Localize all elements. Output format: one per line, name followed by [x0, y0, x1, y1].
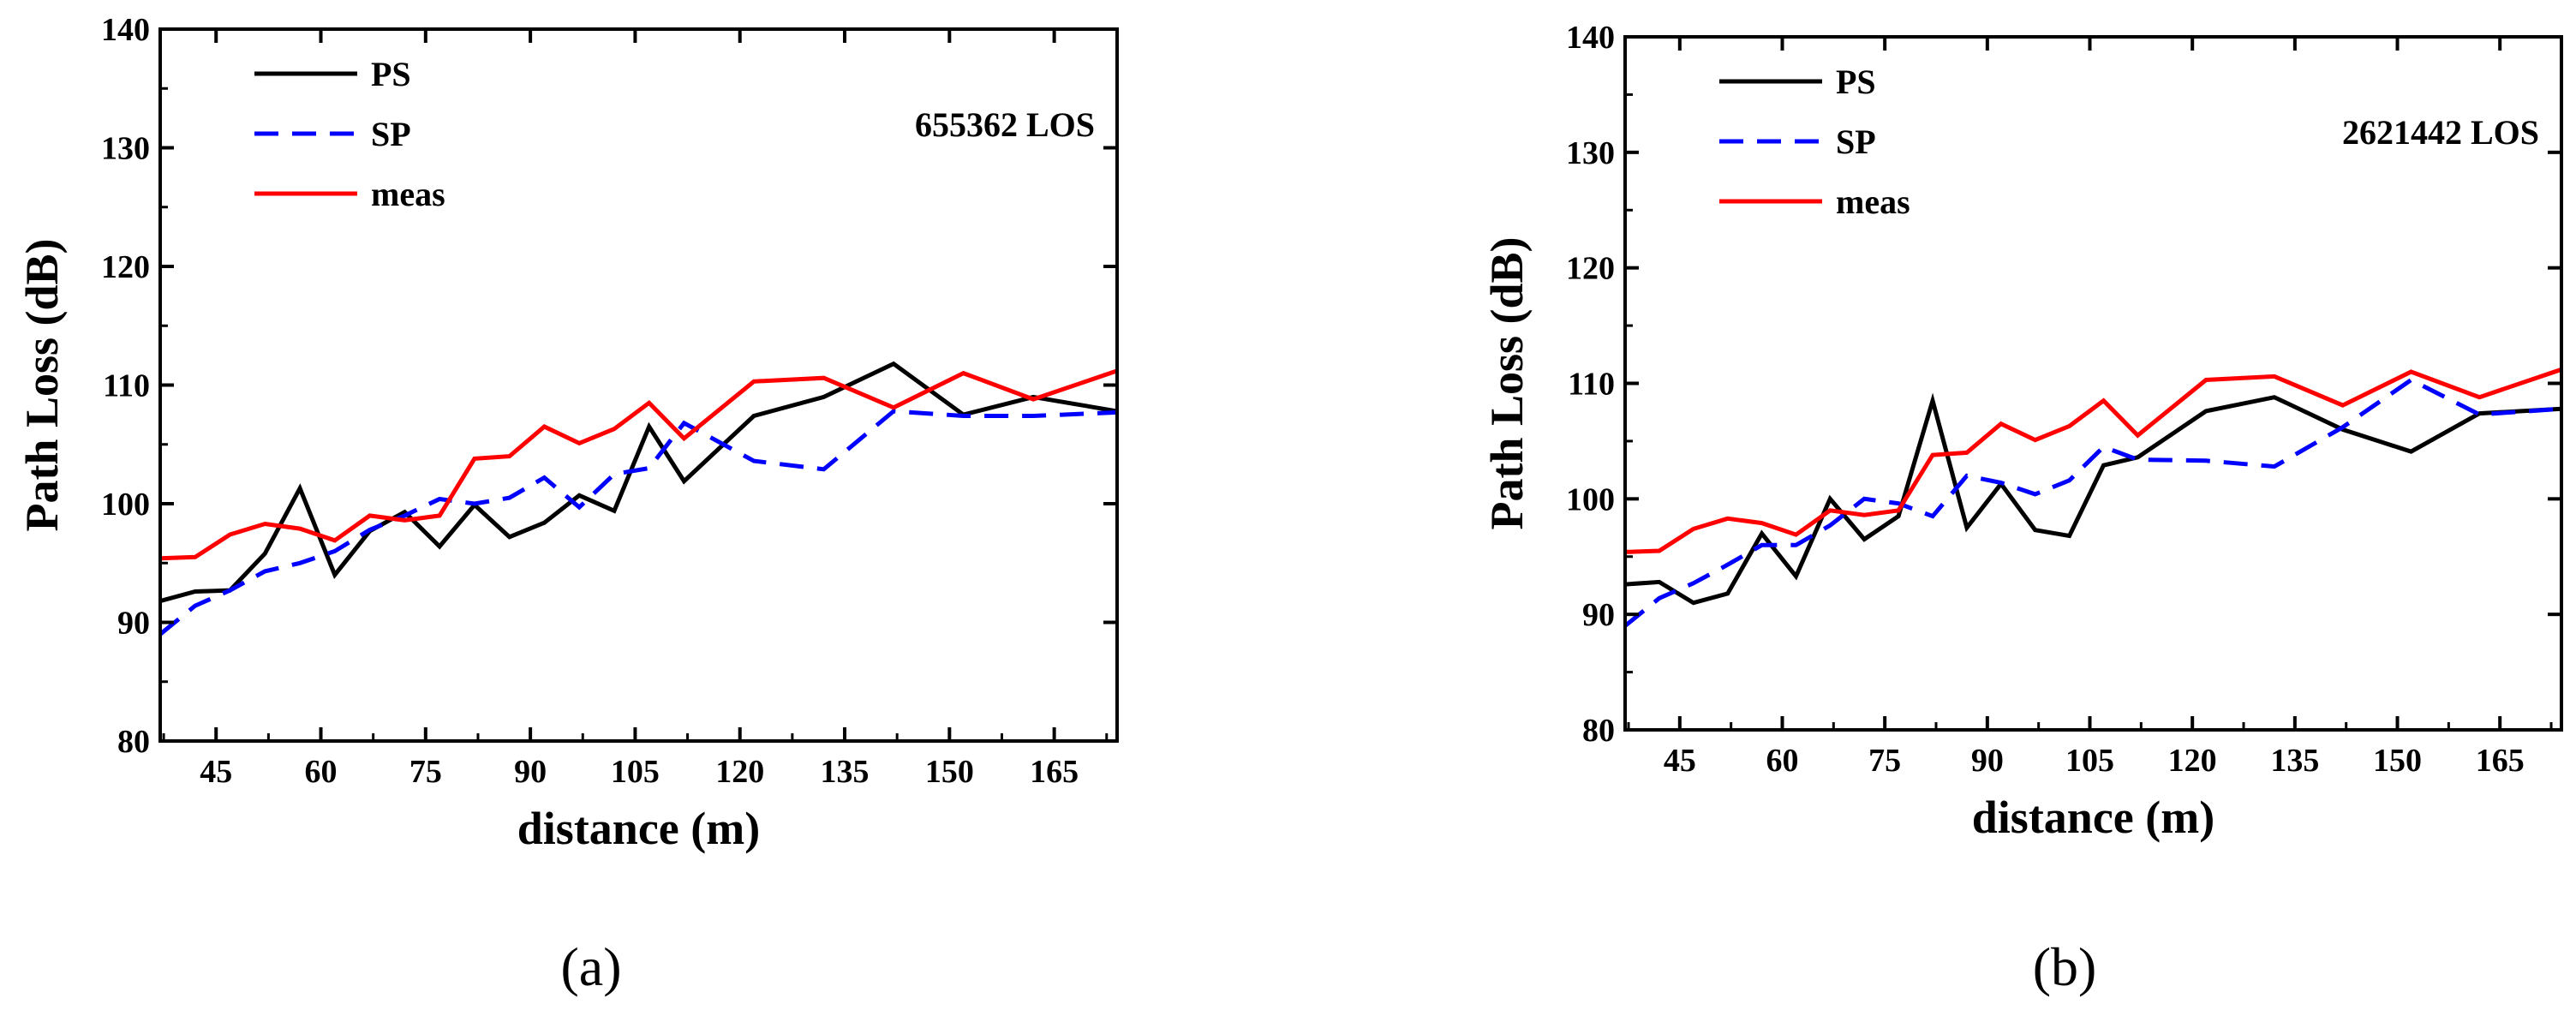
y-tick-label: 120: [1566, 251, 1615, 287]
legend-label-meas: meas: [1836, 182, 1910, 221]
x-tick-label: 165: [1030, 754, 1079, 790]
y-tick-label: 100: [1566, 481, 1615, 517]
x-tick-label: 75: [1868, 743, 1901, 779]
y-tick-label: 110: [1568, 367, 1615, 403]
legend: PS SP meas: [254, 55, 445, 213]
plot-annotation: 655362 LOS: [915, 105, 1095, 144]
x-tick-label: 120: [2168, 743, 2217, 779]
legend-label-sp: SP: [1836, 123, 1876, 161]
y-tick-label: 130: [1566, 135, 1615, 171]
y-tick-label: 80: [1582, 713, 1615, 749]
y-tick-label: 90: [1582, 597, 1615, 633]
y-tick-label: 130: [101, 131, 150, 167]
series-line-meas: [1625, 367, 2561, 554]
x-tick-label: 150: [2373, 743, 2422, 779]
x-tick-label: 75: [409, 754, 442, 790]
x-tick-label: 150: [925, 754, 974, 790]
y-tick-label: 120: [101, 249, 150, 285]
x-tick-label: 105: [2065, 743, 2114, 779]
series-line-sp: [1625, 377, 2561, 628]
legend-label-sp: SP: [371, 115, 411, 153]
x-tick-label: 105: [611, 754, 660, 790]
panel-caption: (b): [2033, 936, 2097, 997]
y-tick-label: 140: [101, 12, 150, 48]
x-tick-label: 90: [1971, 743, 2004, 779]
chart-panel-a: 45 60 75 90 105 120 135 150 165 80 90 100 110 120 130 1…: [16, 12, 1119, 997]
legend: PS SP meas: [1719, 63, 1910, 221]
chart-panel-b: 45 60 75 90 105 120 135 150 165 80 90 100 110 120 130 1…: [1481, 20, 2563, 997]
x-axis-title: distance (m): [517, 803, 760, 854]
y-tick-label: 110: [103, 368, 150, 404]
series-line-ps: [160, 361, 1117, 604]
legend-label-ps: PS: [1836, 63, 1876, 101]
y-axis-title: Path Loss (dB): [16, 238, 68, 531]
x-tick-label: 60: [305, 754, 338, 790]
x-tick-label: 135: [2270, 743, 2319, 779]
series-line-sp: [160, 409, 1117, 636]
plot-annotation: 2621442 LOS: [2342, 113, 2539, 152]
x-axis-title: distance (m): [1972, 792, 2214, 843]
x-tick-label: 90: [514, 754, 547, 790]
y-tick-label: 100: [101, 487, 150, 523]
legend-label-ps: PS: [371, 55, 411, 93]
x-tick-label: 135: [821, 754, 870, 790]
y-tick-label: 90: [117, 606, 150, 642]
x-tick-label: 120: [715, 754, 764, 790]
series-line-ps: [1625, 392, 2561, 606]
panel-caption: (a): [560, 936, 621, 997]
y-tick-label: 80: [117, 724, 150, 760]
series-line-meas: [160, 368, 1117, 561]
x-tick-label: 165: [2476, 743, 2525, 779]
x-tick-label: 45: [200, 754, 232, 790]
y-tick-label: 140: [1566, 20, 1615, 56]
y-axis-title: Path Loss (dB): [1481, 236, 1533, 529]
x-tick-label: 60: [1766, 743, 1798, 779]
x-tick-label: 45: [1664, 743, 1696, 779]
legend-label-meas: meas: [371, 175, 445, 213]
